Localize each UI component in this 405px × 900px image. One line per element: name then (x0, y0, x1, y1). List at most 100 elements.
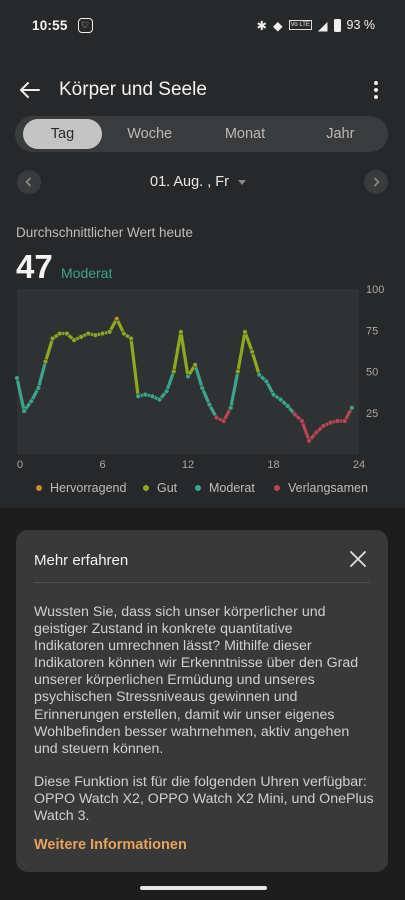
data-point (342, 418, 348, 424)
app-bar: Körper und Seele (0, 70, 405, 110)
card-text-line: Wohlbefinden besser wahrnehmen, aktiv an… (34, 723, 350, 740)
data-point (128, 335, 134, 342)
series-line-segment (165, 369, 176, 393)
data-point (35, 385, 42, 391)
series-line-segment (129, 336, 140, 398)
chevron-left-icon (25, 177, 32, 187)
page-title: Körper und Seele (59, 79, 207, 100)
next-day-button[interactable] (364, 170, 388, 194)
legend-item-moderate: Moderat (195, 481, 255, 495)
series-line-segment (172, 330, 183, 374)
tab-month[interactable]: Monat (224, 126, 266, 142)
data-point (228, 405, 234, 411)
bluetooth-icon: ✱ (256, 18, 268, 33)
previous-day-button[interactable] (17, 170, 41, 194)
heart-notification-icon: ♡ (77, 17, 93, 33)
series-line-segment (15, 376, 26, 413)
legend-item-good: Gut (143, 481, 177, 495)
y-tick-label: 50 (366, 367, 378, 379)
data-point (306, 438, 312, 444)
more-options-icon[interactable] (368, 79, 384, 101)
data-point (285, 403, 291, 409)
data-point (270, 391, 277, 398)
data-point (135, 393, 141, 399)
period-tabs: Tag Woche Monat Jahr (15, 116, 388, 152)
card-text-line: Indikatoren umrechnen lässt? Mithilfe di… (34, 638, 312, 655)
data-point (320, 423, 327, 429)
battery-percent: 93 % (346, 18, 376, 32)
data-point (71, 337, 77, 343)
data-point (235, 368, 241, 375)
legend-dot (274, 485, 280, 491)
home-indicator[interactable] (140, 886, 267, 890)
wifi-icon: ◆ (273, 18, 283, 33)
data-point (199, 385, 205, 391)
card-text-line: geistiger Zustand in konkrete quantitati… (34, 621, 293, 638)
data-point (114, 315, 120, 322)
data-point (142, 391, 148, 398)
date-selector: 01. Aug. , Fr (0, 170, 405, 194)
data-point (156, 396, 163, 403)
back-arrow-icon[interactable] (18, 78, 42, 102)
data-point (42, 358, 49, 365)
series-line-segment (300, 419, 311, 443)
card-divider (34, 582, 370, 583)
data-point (299, 418, 305, 424)
data-point (263, 378, 270, 385)
series-line-segment (43, 336, 55, 364)
data-point (21, 408, 27, 414)
data-point (256, 372, 262, 378)
data-point (85, 330, 91, 337)
close-icon[interactable] (349, 550, 367, 568)
series-line-segment (115, 317, 126, 336)
status-time: 10:55 (32, 17, 68, 33)
y-tick-label: 75 (366, 325, 378, 337)
average-label: Durchschnittlicher Wert heute (16, 225, 193, 240)
status-bar: 10:55 ♡ ✱ ◆ Vo LTE ◢ 93 % (0, 0, 405, 50)
data-point (121, 330, 127, 337)
x-tick-label: 12 (182, 459, 194, 471)
data-point (192, 362, 198, 368)
learn-more-card: Mehr erfahren Wussten Sie, dass sich uns… (16, 530, 388, 872)
card-text-line: unserer körperlichen Ermüdung und unsere… (34, 672, 315, 689)
y-tick-label: 25 (366, 408, 378, 420)
chevron-right-icon (373, 177, 380, 187)
legend-dot (195, 485, 201, 491)
card-title: Mehr erfahren (34, 552, 129, 569)
card-device-info: Diese Funktion ist für die folgenden Uhr… (34, 774, 374, 825)
tab-day[interactable]: Tag (23, 119, 102, 149)
series-line-segment (250, 350, 261, 377)
x-tick-label: 18 (267, 459, 279, 471)
battery-icon (333, 18, 341, 32)
data-point (49, 335, 56, 342)
card-text-line: Indikatoren können wir Erkenntnisse über… (34, 655, 359, 672)
card-text-line: Diese Funktion ist für die folgenden Uhr… (34, 774, 367, 790)
data-point (213, 415, 220, 421)
data-point (249, 348, 255, 355)
data-point (92, 332, 99, 338)
legend-label: Gut (157, 481, 178, 495)
tab-year[interactable]: Jahr (326, 126, 355, 142)
date-label[interactable]: 01. Aug. , Fr (150, 174, 229, 190)
x-tick-label: 24 (353, 459, 365, 471)
more-info-link[interactable]: Weitere Informationen (34, 837, 187, 853)
legend-item-slow-down: Verlangsamen (274, 481, 368, 495)
tab-week[interactable]: Woche (127, 126, 173, 142)
card-text-line: psychischen Stressniveaus gewinnen und (34, 689, 298, 706)
data-point (171, 368, 177, 375)
legend-dot (36, 485, 42, 491)
legend-label: Moderat (209, 481, 255, 495)
x-tick-label: 0 (17, 459, 23, 471)
average-value: 47 (16, 248, 53, 285)
data-point (99, 330, 106, 337)
data-point (14, 375, 20, 381)
card-description: Wussten Sie, dass sich unser körperliche… (34, 604, 374, 758)
data-point (163, 388, 170, 395)
card-text-line: Erinnerungen erstellen, damit wir unser … (34, 706, 335, 723)
average-status: Moderat (61, 265, 113, 281)
dropdown-caret-icon[interactable] (238, 180, 246, 185)
series-line-segment (243, 330, 254, 354)
data-point (220, 418, 227, 424)
data-point (327, 419, 334, 426)
x-tick-label: 6 (99, 459, 105, 471)
